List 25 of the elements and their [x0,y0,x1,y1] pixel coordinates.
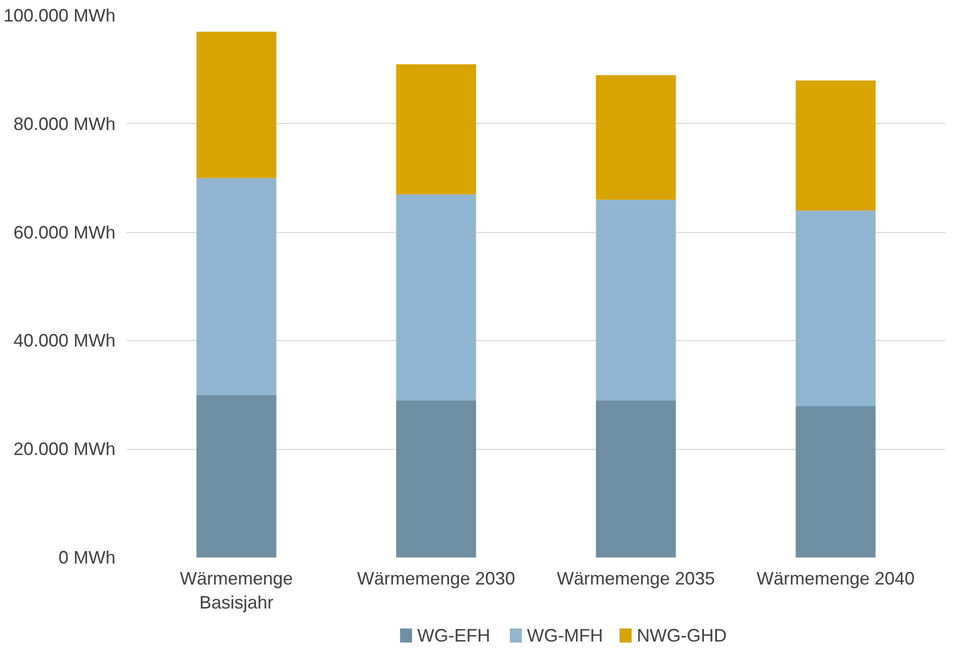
y-tick-label: 100.000 MWh [3,6,116,26]
bar [396,400,476,558]
bar [596,400,676,558]
legend-label: WG-EFH [417,626,490,646]
legend-label: NWG-GHD [636,626,727,646]
bar [796,406,876,558]
legend-label: WG-MFH [526,626,603,646]
y-tick-label: 20.000 MWh [13,439,116,460]
bar [796,210,876,406]
bar [196,178,276,395]
x-tick-label: Wärmemenge Basisjahr [180,568,293,612]
y-tick-label: 80.000 MWh [13,114,116,134]
x-tick-label: Wärmemenge 2035 [556,568,715,588]
bar [396,64,476,194]
bar [796,80,876,211]
bar [396,194,476,400]
x-tick-label: Wärmemenge 2040 [756,568,915,588]
y-tick-label: 60.000 MWh [13,222,116,242]
bar [196,394,276,558]
bar [596,75,676,200]
y-tick-label: 40.000 MWh [13,330,116,351]
y-tick-label: 0 MWh [58,548,116,568]
bar [196,32,276,178]
x-tick-label: Wärmemenge 2030 [357,568,516,588]
bar [596,200,676,400]
